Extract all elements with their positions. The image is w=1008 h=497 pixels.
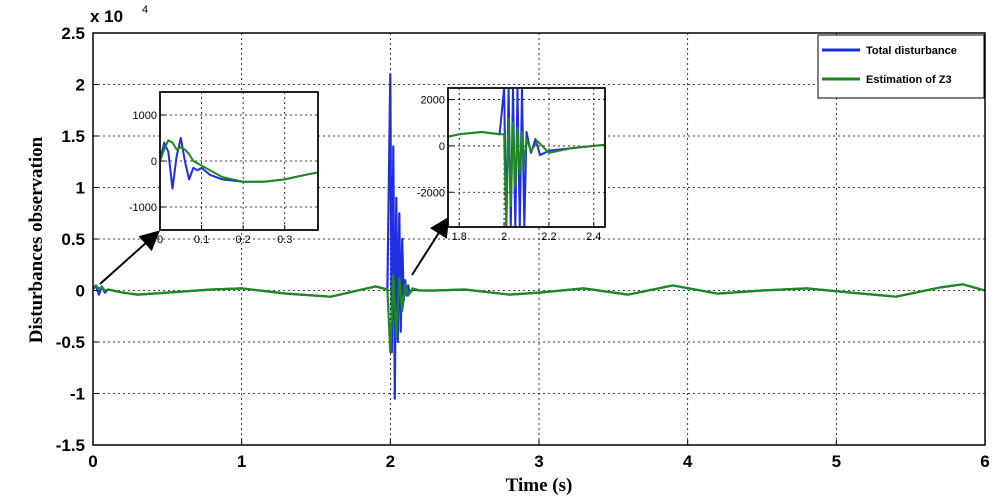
inset-2-x-tick-label: 2.4 xyxy=(586,231,601,243)
main-y-tick-label: -1.5 xyxy=(56,436,85,455)
y-axis-label: Disturbances observation xyxy=(26,136,47,343)
inset-plot-2: 1.8 2 2.2 2.4 2000 0 -2000 xyxy=(417,87,606,243)
main-x-tick-label: 3 xyxy=(534,452,543,471)
inset-2-y-tick-label: -2000 xyxy=(417,187,445,199)
inset-2-pointer-arrow xyxy=(411,216,450,276)
main-y-tick-label: -1 xyxy=(70,385,85,404)
main-y-tick-label: 2.5 xyxy=(61,24,85,43)
main-y-tick-label: 0 xyxy=(76,282,85,301)
legend-label-total-disturbance: Total disturbance xyxy=(866,45,957,57)
legend-label-estimation-z3: Estimation of Z3 xyxy=(866,74,952,86)
main-x-tick-label: 6 xyxy=(980,452,989,471)
main-y-tick-label: 2 xyxy=(76,76,85,95)
main-x-tick-label: 2 xyxy=(386,452,395,471)
inset-1-y-tick-label: 0 xyxy=(151,156,157,168)
main-series xyxy=(93,73,985,400)
inset-1-y-tick-label: -1000 xyxy=(129,202,157,214)
inset-2-x-tick-label: 2.2 xyxy=(541,231,556,243)
inset-1-x-tick-label: 0 xyxy=(157,234,163,246)
inset-2-x-tick-label: 2 xyxy=(501,231,507,243)
main-series-estimation-of-z3-line xyxy=(93,274,985,354)
main-y-tick-label: 1.5 xyxy=(61,127,85,146)
main-y-tick-label: -0.5 xyxy=(56,333,85,352)
inset-2-series-estimation-of-z3-line xyxy=(448,117,605,227)
main-y-tick-label: 1 xyxy=(76,179,85,198)
inset-2-y-tick-label: 2000 xyxy=(421,95,445,107)
inset-1-pointer-arrow xyxy=(99,230,160,285)
inset-2-x-tick-label: 1.8 xyxy=(452,231,467,243)
main-y-tick-label: 0.5 xyxy=(61,230,85,249)
main-x-tick-label: 4 xyxy=(683,452,693,471)
main-x-tick-label: 0 xyxy=(88,452,97,471)
main-x-tick-label: 1 xyxy=(237,452,246,471)
y-exponent-label: x 10 xyxy=(90,7,123,26)
inset-1-x-tick-label: 0.3 xyxy=(277,234,292,246)
y-exponent: 4 xyxy=(142,4,148,16)
legend: Total disturbance Estimation of Z3 xyxy=(817,34,985,99)
main-ticks: 0 1 2 3 4 5 6 2.5 2 1.5 1 0.5 0 -0.5 -1 -1.5 xyxy=(56,24,990,471)
inset-1-series-estimation-of-z3-line xyxy=(160,139,318,183)
inset-1-x-tick-label: 0.2 xyxy=(236,234,251,246)
inset-plot-1: 0 0.1 0.2 0.3 1000 0 -1000 xyxy=(129,91,319,246)
inset-1-y-tick-label: 1000 xyxy=(133,110,157,122)
x-axis-label: Time (s) xyxy=(506,475,573,496)
main-x-tick-label: 5 xyxy=(832,452,841,471)
inset-2-y-tick-label: 0 xyxy=(439,141,445,153)
inset-1-x-tick-label: 0.1 xyxy=(194,234,209,246)
